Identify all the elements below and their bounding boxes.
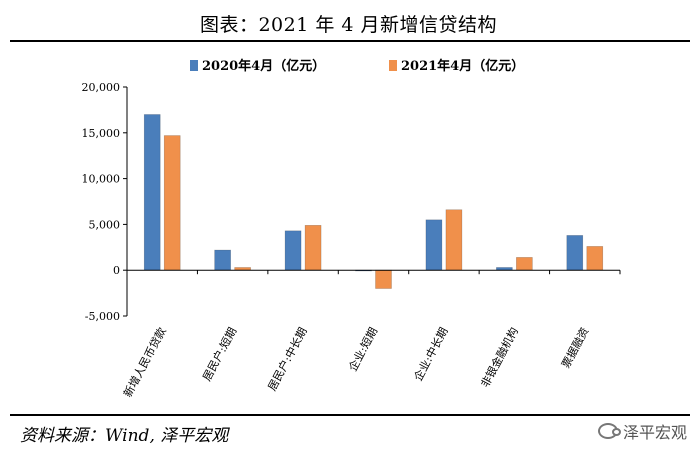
legend-label: 2021年4月（亿元） [401, 58, 524, 74]
y-axis: 20,000 15,000 10,000 5,000 0 -5,000 [82, 81, 128, 323]
bars [143, 114, 604, 289]
x-category-label: 居民户:中长期 [265, 325, 310, 393]
x-category-label: 居民户:短期 [199, 325, 239, 383]
legend-swatch [190, 60, 198, 71]
x-category-label: 非银金融机构 [478, 325, 521, 390]
legend: 2020年4月（亿元） 2021年4月（亿元） [190, 58, 524, 74]
wechat-icon [598, 423, 621, 439]
y-tick-label: 0 [113, 264, 120, 277]
bar-series-2021 [586, 246, 604, 271]
x-category-label: 新增人民币贷款 [120, 325, 169, 400]
bar-series-2021 [445, 209, 463, 271]
x-category-label: 企业:短期 [345, 325, 380, 374]
watermark: 泽平宏观 [598, 419, 687, 443]
legend-swatch [389, 60, 397, 71]
y-tick-label: 10,000 [82, 173, 121, 186]
x-category-label: 票据融资 [558, 325, 591, 370]
y-tick-label: 15,000 [82, 127, 121, 140]
watermark-text: 泽平宏观 [623, 423, 688, 442]
bar-series-2021 [375, 269, 392, 289]
x-category-label: 企业:中长期 [411, 325, 451, 383]
bar-series-2021 [516, 257, 533, 271]
legend-label: 2020年4月（亿元） [202, 58, 325, 74]
source-note: 资料来源：Wind, 泽平宏观 [20, 426, 229, 446]
bar-series-2021 [163, 135, 181, 271]
bar-series-2021 [304, 225, 322, 271]
bar-series-2020 [425, 219, 443, 271]
bar-series-2020 [214, 249, 231, 271]
top-rule [10, 40, 690, 42]
bar-series-2020 [284, 230, 302, 271]
bottom-rule [10, 414, 690, 416]
bar-series-2020 [566, 235, 584, 271]
page-title: 图表：2021 年 4 月新增信贷结构 [199, 14, 498, 36]
x-axis: 新增人民币贷款 居民户:短期 居民户:中长期 企业:短期 企业:中长期 非银金融机构 票据融… [120, 269, 621, 400]
y-tick-label: -5,000 [85, 310, 120, 323]
bar-series-2020 [143, 114, 161, 271]
y-tick-label: 20,000 [82, 81, 121, 94]
y-tick-label: 5,000 [89, 218, 121, 231]
